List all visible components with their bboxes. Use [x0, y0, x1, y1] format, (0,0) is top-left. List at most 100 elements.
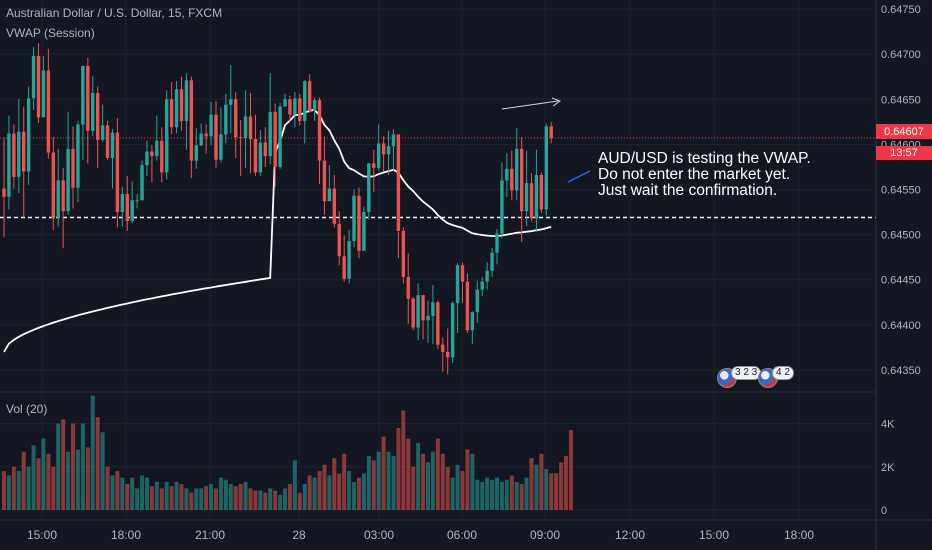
volume-bar — [51, 466, 56, 510]
candle-body — [337, 223, 341, 257]
volume-axis[interactable]: 0 2K 4K — [881, 419, 895, 517]
volume-bar — [233, 486, 238, 510]
volume-bar — [179, 484, 184, 510]
candle-body — [164, 99, 169, 173]
candle-body — [229, 99, 233, 105]
volume-bar — [485, 477, 490, 510]
time-axis[interactable]: 15:00 18:00 21:00 28 03:00 06:00 09:00 12:00 15:… — [27, 528, 814, 542]
candle-body — [253, 138, 258, 173]
volume-bar — [416, 443, 421, 510]
candle-body — [460, 265, 465, 282]
candle-body — [135, 200, 139, 202]
time-tick-label: 15:00 — [699, 528, 729, 542]
price-axis[interactable]: 0.64350 0.64400 0.64450 0.64500 0.64550 0.646… — [881, 4, 921, 377]
vwap-legend[interactable]: VWAP (Session) — [6, 26, 95, 40]
volume-bar — [480, 481, 485, 510]
economic-event-badge-2[interactable]: 4 2 — [758, 366, 794, 389]
volume-bar — [312, 477, 317, 510]
volume-bar — [194, 488, 199, 510]
candle-body — [169, 99, 174, 128]
economic-event-badge-1[interactable]: 3 2 3 — [717, 366, 762, 389]
annotation-arrows — [501, 97, 591, 183]
candle-body — [145, 151, 149, 166]
volume-bar — [41, 438, 46, 510]
volume-bar — [174, 481, 179, 510]
candle-body — [421, 295, 425, 321]
analysis-note: AUD/USD is testing the VWAP. Do not ente… — [598, 151, 811, 199]
time-tick-label: 03:00 — [364, 528, 394, 542]
candle-body — [22, 131, 26, 172]
note-line-1: AUD/USD is testing the VWAP. — [598, 150, 811, 167]
symbol-legend[interactable]: Australian Dollar / U.S. Dollar, 15, FXC… — [6, 6, 223, 20]
volume-bar — [499, 481, 504, 510]
price-tick-label: 0.64500 — [881, 230, 921, 242]
volume-bar — [16, 471, 21, 510]
price-tick-label: 0.64700 — [881, 49, 921, 61]
volume-bar — [381, 436, 386, 510]
volume-tick-label: 4K — [881, 419, 895, 431]
volume-bar — [253, 490, 258, 510]
candle-body — [293, 98, 297, 115]
volume-bar — [283, 488, 288, 510]
volume-bar — [559, 462, 564, 510]
note-line-3: Just wait the confirmation. — [598, 182, 778, 199]
volume-bar — [223, 479, 228, 510]
candle-body — [485, 270, 489, 282]
candle-body — [268, 111, 272, 157]
volume-bar — [366, 456, 371, 510]
volume-bar — [144, 477, 149, 510]
candle-body — [362, 212, 366, 251]
candle-body — [288, 99, 292, 115]
volume-bar — [534, 464, 539, 510]
price-tick-label: 0.64450 — [881, 275, 921, 287]
volume-bar — [411, 466, 416, 510]
volume-bar — [430, 451, 435, 510]
volume-bar — [90, 395, 95, 510]
candle-body — [441, 344, 445, 352]
candle-body — [110, 132, 115, 158]
candle-body — [120, 194, 125, 213]
volume-bar — [425, 462, 430, 510]
candle-body — [194, 145, 198, 161]
volume-bar — [554, 473, 559, 510]
volume-bar — [213, 488, 218, 510]
volume-bar — [243, 481, 248, 510]
volume-bar — [71, 423, 76, 510]
candle-body — [238, 137, 243, 139]
candlestick-series — [2, 43, 553, 375]
candle-body — [446, 351, 450, 358]
volume-bar — [287, 484, 292, 510]
candle-body — [100, 125, 105, 140]
volume-bar — [307, 475, 312, 510]
candle-body — [322, 160, 327, 202]
candle-body — [436, 302, 440, 345]
candle-body — [332, 188, 337, 224]
volume-bar — [470, 453, 475, 510]
volume-bar — [218, 477, 223, 510]
candle-body — [155, 140, 159, 157]
volume-bar — [159, 488, 164, 510]
candle-body — [204, 133, 208, 137]
volume-bar — [110, 475, 115, 510]
volume-bar — [115, 471, 120, 510]
candle-body — [41, 70, 46, 118]
event-count: 4 2 — [772, 366, 794, 380]
price-tick-label: 0.64650 — [881, 94, 921, 106]
volume-bar — [189, 492, 194, 510]
candle-body — [61, 180, 65, 212]
candle-body — [46, 70, 51, 153]
volume-bar — [278, 494, 283, 510]
volume-bar — [347, 471, 352, 510]
volume-bar — [204, 486, 209, 510]
volume-bar — [184, 488, 189, 510]
volume-bar — [332, 458, 337, 510]
candle-body — [381, 143, 386, 155]
volume-bar — [248, 488, 253, 510]
volume-legend[interactable]: Vol (20) — [6, 402, 48, 416]
candle-body — [12, 133, 16, 177]
volume-bar — [356, 477, 361, 510]
volume-bar — [31, 445, 36, 510]
time-tick-label: 18:00 — [784, 528, 814, 542]
candle-body — [234, 99, 238, 138]
